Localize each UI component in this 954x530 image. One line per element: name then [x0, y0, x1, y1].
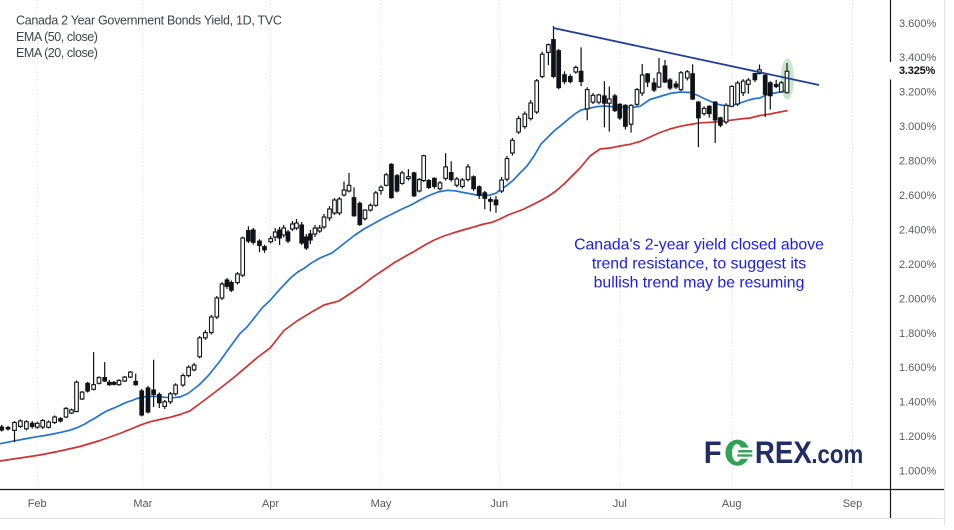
svg-text:Feb: Feb [28, 498, 47, 510]
svg-text:3.200%: 3.200% [899, 87, 937, 99]
svg-text:3.400%: 3.400% [899, 52, 937, 64]
svg-text:2.800%: 2.800% [899, 156, 937, 168]
svg-text:2.000%: 2.000% [899, 293, 937, 305]
svg-text:Canada's 2-year yield closed a: Canada's 2-year yield closed above [574, 237, 824, 254]
svg-text:3.000%: 3.000% [899, 121, 937, 133]
svg-text:3.600%: 3.600% [899, 18, 937, 30]
svg-text:Apr: Apr [262, 498, 279, 510]
svg-text:bullish trend may be resuming: bullish trend may be resuming [594, 275, 805, 292]
svg-text:EMA (50, close): EMA (50, close) [16, 30, 98, 44]
svg-text:1.800%: 1.800% [899, 328, 937, 340]
svg-text:Mar: Mar [133, 498, 152, 510]
svg-text:1.400%: 1.400% [899, 397, 937, 409]
svg-text:Jun: Jun [490, 498, 508, 510]
svg-text:Jul: Jul [613, 498, 627, 510]
svg-text:EMA (20, close): EMA (20, close) [16, 46, 98, 60]
svg-text:Aug: Aug [722, 498, 742, 510]
svg-text:trend resistance, to suggest i: trend resistance, to suggest its [592, 256, 806, 273]
svg-text:1.200%: 1.200% [899, 431, 937, 443]
svg-text:1.000%: 1.000% [899, 466, 937, 478]
svg-text:2.600%: 2.600% [899, 190, 937, 202]
svg-text:Canada 2 Year Government Bonds: Canada 2 Year Government Bonds Yield, 1D… [16, 14, 282, 28]
svg-text:2.200%: 2.200% [899, 259, 937, 271]
svg-text:REX: REX [755, 435, 812, 470]
svg-text:F: F [704, 435, 722, 470]
svg-text:3.325%: 3.325% [899, 65, 936, 77]
svg-text:2.400%: 2.400% [899, 224, 937, 236]
svg-text:.com: .com [811, 440, 863, 469]
svg-text:Sep: Sep [843, 498, 863, 510]
svg-text:May: May [371, 498, 392, 510]
svg-text:1.600%: 1.600% [899, 362, 937, 374]
